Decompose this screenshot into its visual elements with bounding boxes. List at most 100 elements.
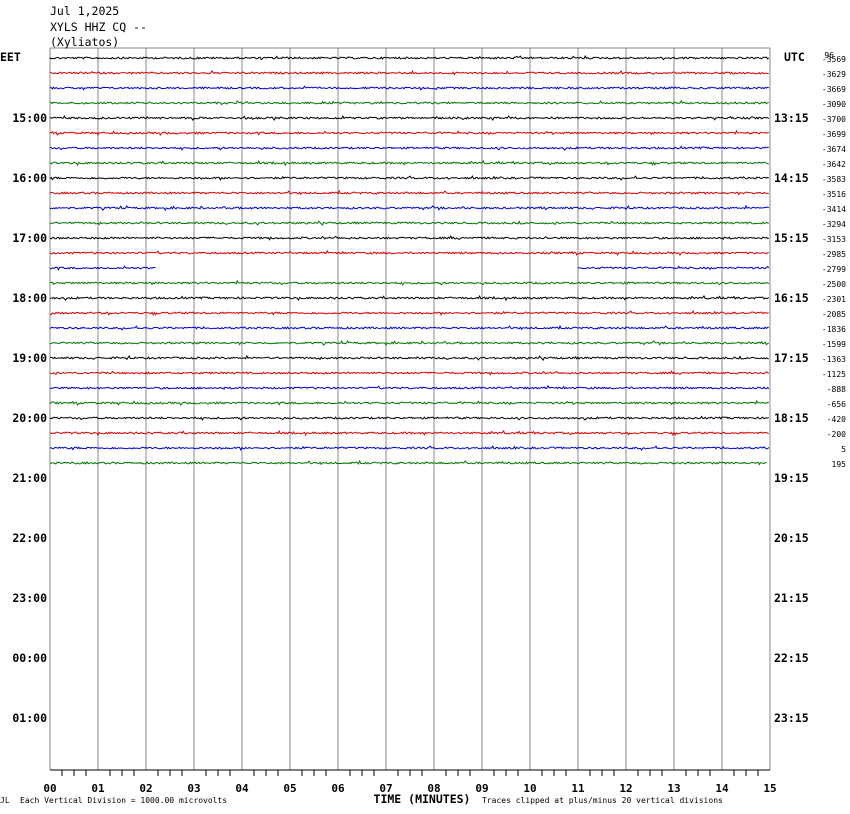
- top-offset-label: 96: [824, 51, 834, 60]
- x-tick-label: 11: [571, 782, 585, 795]
- seismic-trace: [49, 279, 770, 286]
- trace-offset-label: -3153: [822, 235, 846, 244]
- date-label: Jul 1,2025: [50, 4, 119, 18]
- trace-offset-label: -200: [827, 430, 846, 439]
- trace-offset-label: -1836: [822, 325, 846, 334]
- x-tick-label: 10: [523, 782, 536, 795]
- trace-offset-label: -3090: [822, 100, 846, 109]
- seismic-trace: [49, 415, 769, 421]
- right-hour-label: 17:15: [774, 351, 809, 365]
- trace-offset-label: -656: [827, 400, 846, 409]
- trace-offset-label: 195: [832, 460, 847, 469]
- right-hour-label: 23:15: [774, 711, 809, 725]
- trace-offset-label: -3699: [822, 130, 846, 139]
- trace-offset-label: -1599: [822, 340, 846, 349]
- seismic-trace: [49, 294, 770, 302]
- location-label: (Xyliatos): [50, 35, 119, 49]
- right-hour-label: 18:15: [774, 411, 809, 425]
- seismic-trace: [49, 235, 769, 241]
- x-tick-label: 05: [283, 782, 296, 795]
- trace-offset-label: -3569: [822, 55, 846, 64]
- right-hour-label: 21:15: [774, 591, 809, 605]
- x-tick-label: 09: [475, 782, 488, 795]
- trace-offset-label: -3583: [822, 175, 846, 184]
- x-tick-label: 12: [619, 782, 632, 795]
- right-hour-label: 19:15: [774, 471, 809, 485]
- left-hour-label: 22:00: [12, 531, 47, 545]
- seismic-trace: [49, 370, 770, 376]
- trace-offset-label: -2799: [822, 265, 846, 274]
- left-hour-label: 21:00: [12, 471, 47, 485]
- seismic-trace: [49, 129, 770, 137]
- seismic-trace: [49, 145, 769, 151]
- left-hour-label: 23:00: [12, 591, 47, 605]
- seismic-trace: [49, 310, 769, 317]
- trace-offset-label: -420: [827, 415, 846, 424]
- right-hour-label: 13:15: [774, 111, 809, 125]
- seismic-trace: [49, 54, 770, 61]
- trace-offset-label: -888: [827, 385, 846, 394]
- trace-offset-label: 5: [841, 445, 846, 454]
- hour-labels: 15:00 16:00 17:00 18:00 19:00 20:00 21:00 22:00…: [12, 111, 808, 725]
- trace-offset-label: -3516: [822, 190, 846, 199]
- seismic-trace: [49, 204, 770, 212]
- trace-offset-label: -3674: [822, 145, 846, 154]
- x-tick-label: 07: [379, 782, 392, 795]
- right-hour-label: 15:15: [774, 231, 809, 245]
- right-timezone-label: UTC: [784, 50, 805, 64]
- x-tick-label: 01: [91, 782, 105, 795]
- left-hour-label: 20:00: [12, 411, 47, 425]
- seismic-trace: [49, 445, 770, 452]
- x-tick-label: 08: [427, 782, 440, 795]
- trace-offset-label: -1125: [822, 370, 846, 379]
- left-hour-label: 16:00: [12, 171, 47, 185]
- left-hour-label: 18:00: [12, 291, 47, 305]
- trace-offset-label: -3629: [822, 70, 846, 79]
- trace-offset-label: -3414: [822, 205, 846, 214]
- x-tick-label: 15: [763, 782, 776, 795]
- seismic-trace: [49, 114, 770, 122]
- trace-offset-label: -2301: [822, 295, 846, 304]
- x-tick-label: 04: [235, 782, 249, 795]
- seismic-trace: [49, 354, 769, 361]
- seismic-trace: [49, 249, 769, 257]
- seismic-trace: [49, 340, 770, 347]
- seismic-trace: [49, 175, 770, 182]
- seismic-trace: [49, 265, 156, 271]
- minute-gridlines: [49, 47, 771, 771]
- trace-offset-label: -3642: [822, 160, 846, 169]
- trace-offset-labels: -3569 -3629 -3669 -3090 -3700 -3699 -3674 -3642…: [822, 51, 846, 469]
- x-tick-label: 06: [331, 782, 345, 795]
- seismic-trace: [49, 384, 770, 390]
- trace-offset-label: -3700: [822, 115, 846, 124]
- right-hour-label: 16:15: [774, 291, 809, 305]
- trace-offset-label: -2985: [822, 250, 846, 259]
- seismic-trace: [49, 99, 769, 106]
- left-timezone-label: EET: [0, 50, 21, 64]
- trace-offset-label: -3669: [822, 85, 846, 94]
- seismic-trace: [49, 429, 769, 437]
- seismic-trace: [49, 189, 769, 196]
- seismic-traces: [49, 54, 770, 466]
- station-label: XYLS HHZ CQ --: [50, 20, 147, 34]
- x-tick-label: 14: [715, 782, 729, 795]
- x-tick-label: 13: [667, 782, 680, 795]
- x-axis-title: TIME (MINUTES): [374, 792, 471, 806]
- left-hour-label: 15:00: [12, 111, 47, 125]
- x-axis: 00 01 02 03 04 05 06 07 08 09 10 11 12 13 14 15: [43, 770, 777, 795]
- right-hour-label: 22:15: [774, 651, 809, 665]
- x-tick-label: 03: [187, 782, 200, 795]
- seismic-trace: [49, 159, 769, 167]
- seismic-trace: [49, 85, 770, 91]
- left-hour-label: 19:00: [12, 351, 47, 365]
- seismic-trace: [49, 220, 769, 226]
- seismic-trace: [49, 459, 767, 466]
- seismic-trace: [577, 265, 770, 271]
- seismic-trace: [49, 324, 769, 331]
- trace-offset-label: -2500: [822, 280, 846, 289]
- left-hour-label: 01:00: [12, 711, 47, 725]
- clip-note: Traces clipped at plus/minus 20 vertical…: [482, 796, 723, 805]
- scale-note: Each Vertical Division = 1000.00 microvo…: [20, 796, 227, 805]
- left-hour-label: 17:00: [12, 231, 47, 245]
